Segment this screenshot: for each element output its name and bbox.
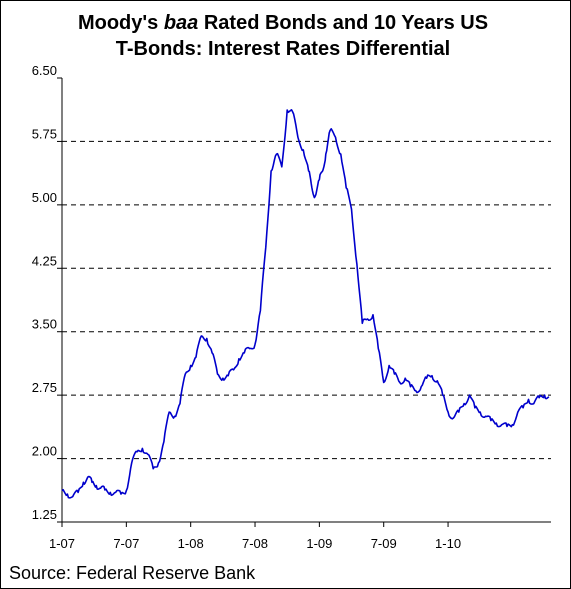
source-note: Source: Federal Reserve Bank xyxy=(9,563,256,583)
x-tick-label-1: 7-07 xyxy=(113,536,139,551)
grid-layer xyxy=(62,140,551,460)
chart-title-part-2: baa xyxy=(164,12,198,34)
series-line-0 xyxy=(61,109,550,499)
y-tick-label-2: 5.00 xyxy=(32,190,57,205)
y-tick-label-4: 3.50 xyxy=(32,317,57,332)
y-tick-label-6: 2.00 xyxy=(32,444,57,459)
y-tick-label-5: 2.75 xyxy=(32,380,57,395)
x-tick-labels: 1-07 7-07 1-08 7-08 1-09 7-09 1-10 xyxy=(49,536,461,551)
x-tick-label-3: 7-08 xyxy=(242,536,268,551)
x-tick-label-2: 1-08 xyxy=(178,536,204,551)
y-tick-label-7: 1.25 xyxy=(32,507,57,522)
chart-title-part-3: Rated Bonds and 10 Years US xyxy=(198,12,488,34)
chart-title-line-1: Moody's baa Rated Bonds and 10 Years US xyxy=(78,12,488,34)
x-tick-label-6: 1-10 xyxy=(435,536,461,551)
y-tick-label-3: 4.25 xyxy=(32,253,57,268)
chart-title-line-2: T-Bonds: Interest Rates Differential xyxy=(116,38,451,60)
y-tick-label-1: 5.75 xyxy=(32,126,57,141)
series-layer xyxy=(61,109,550,499)
axes-layer xyxy=(57,77,551,527)
y-tick-label-0: 6.50 xyxy=(32,63,57,78)
x-tick-label-0: 1-07 xyxy=(49,536,75,551)
x-tick-label-4: 1-09 xyxy=(306,536,332,551)
y-tick-labels: 6.50 5.75 5.00 4.25 3.50 2.75 2.00 1.25 xyxy=(32,63,57,522)
chart-title-part-1: Moody's xyxy=(78,12,164,34)
x-tick-label-5: 7-09 xyxy=(371,536,397,551)
